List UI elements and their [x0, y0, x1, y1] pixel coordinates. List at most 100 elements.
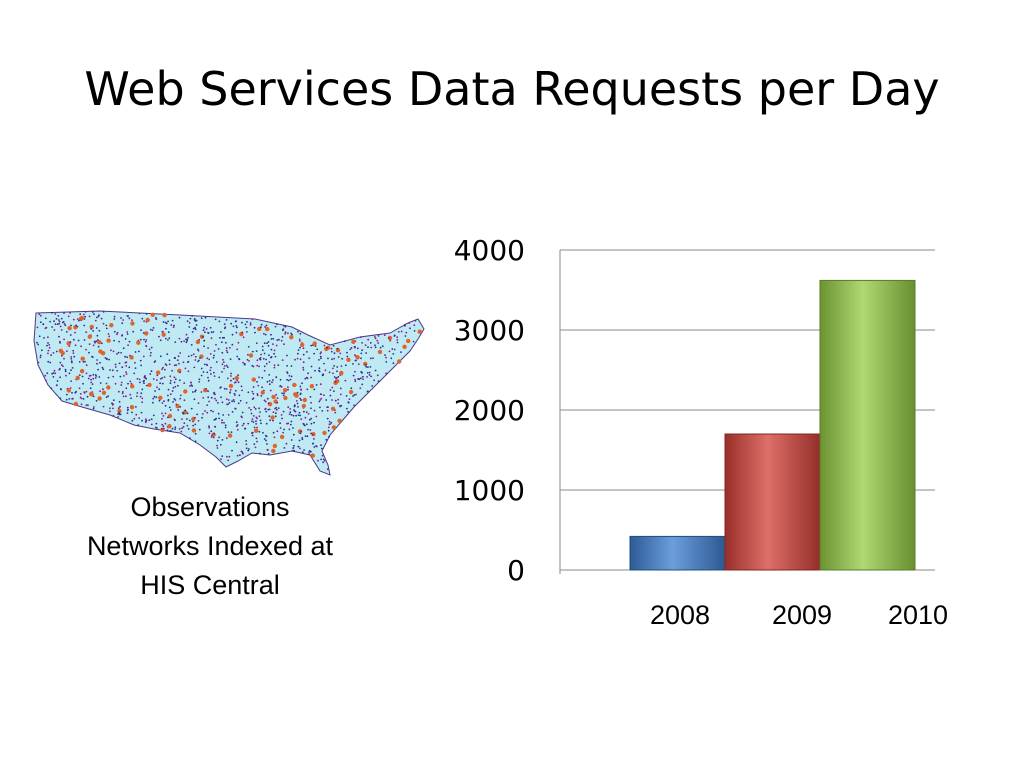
observation-point: [126, 331, 129, 333]
observation-point: [216, 447, 219, 449]
observation-point: [77, 339, 80, 342]
observation-point: [128, 340, 131, 343]
observation-point: [275, 393, 277, 396]
observation-point: [299, 432, 302, 435]
observation-point: [72, 318, 75, 321]
observation-point: [205, 328, 208, 330]
observation-point: [108, 358, 110, 361]
observation-point: [203, 326, 206, 329]
observation-point: [191, 331, 194, 333]
observation-point: [101, 366, 104, 369]
observation-point: [133, 372, 136, 375]
observation-point: [318, 400, 321, 403]
observation-point: [185, 333, 188, 336]
observation-point: [376, 374, 379, 377]
observation-point: [328, 423, 331, 426]
observation-point: [127, 408, 129, 411]
observation-point: [223, 367, 225, 370]
observation-point: [361, 349, 363, 352]
observation-point: [360, 352, 363, 355]
observation-point: [247, 391, 250, 394]
observation-point: [190, 344, 193, 346]
observation-point: [204, 331, 206, 334]
observation-point: [288, 428, 291, 431]
observation-point: [236, 379, 239, 382]
observation-point: [109, 407, 111, 410]
observation-point: [101, 390, 107, 395]
observation-point: [114, 366, 117, 368]
observation-point: [276, 339, 279, 341]
observation-point: [247, 346, 250, 348]
observation-point: [126, 412, 129, 415]
observation-point: [128, 317, 131, 320]
observation-point: [195, 319, 198, 322]
observation-point: [204, 410, 206, 412]
observation-point: [118, 362, 121, 365]
observation-point: [174, 378, 177, 381]
observation-point: [270, 415, 275, 420]
observation-point: [126, 356, 128, 359]
observation-point: [144, 418, 147, 421]
observation-point: [164, 412, 167, 415]
observation-point: [231, 411, 234, 413]
observation-point: [314, 345, 317, 347]
observation-point: [212, 410, 215, 413]
observation-point: [139, 395, 142, 398]
observation-point: [281, 336, 284, 338]
observation-point: [268, 383, 271, 386]
observation-point: [156, 386, 158, 389]
observation-point: [111, 402, 113, 405]
observation-point: [125, 371, 127, 374]
observation-point: [197, 349, 200, 352]
observation-point: [177, 355, 180, 358]
observation-point: [130, 382, 133, 385]
observation-point: [52, 352, 55, 354]
observation-point: [313, 446, 316, 448]
observation-point: [51, 372, 54, 375]
observation-point: [149, 328, 152, 331]
observation-point: [254, 428, 259, 433]
observation-point: [212, 331, 215, 333]
observation-point: [308, 451, 310, 453]
observation-point: [179, 397, 182, 400]
observation-point: [184, 367, 187, 370]
observation-point: [230, 431, 233, 433]
observation-point: [225, 364, 228, 367]
observation-point: [339, 405, 341, 408]
observation-point: [224, 327, 226, 330]
observation-point: [159, 378, 162, 380]
observation-point: [289, 411, 292, 414]
observation-point: [91, 383, 94, 385]
observation-point: [55, 318, 58, 320]
observation-point: [162, 415, 165, 417]
observation-point: [320, 357, 322, 360]
observation-point: [270, 356, 272, 359]
observation-point: [377, 342, 380, 344]
observation-point: [107, 376, 110, 379]
observation-point: [116, 369, 119, 372]
observation-point: [339, 352, 342, 355]
observation-point: [167, 416, 169, 419]
observation-point: [268, 374, 271, 376]
observation-point: [130, 321, 135, 326]
observation-point: [191, 385, 194, 387]
observation-point: [227, 459, 230, 462]
observation-point: [107, 333, 110, 335]
observation-point: [169, 382, 172, 385]
observation-point: [253, 443, 256, 445]
observation-point: [319, 355, 322, 358]
observation-point: [89, 387, 92, 390]
observation-point: [119, 375, 122, 378]
observation-point: [54, 323, 57, 325]
observation-point: [258, 430, 261, 433]
observation-point: [185, 341, 188, 344]
observation-point: [230, 375, 232, 377]
observation-point: [231, 333, 234, 336]
observation-point: [261, 345, 264, 348]
observation-point: [227, 377, 229, 380]
observation-point: [260, 395, 263, 397]
observation-point: [113, 330, 116, 333]
observation-point: [100, 351, 106, 356]
observation-point: [233, 381, 236, 384]
observation-point: [301, 382, 303, 385]
